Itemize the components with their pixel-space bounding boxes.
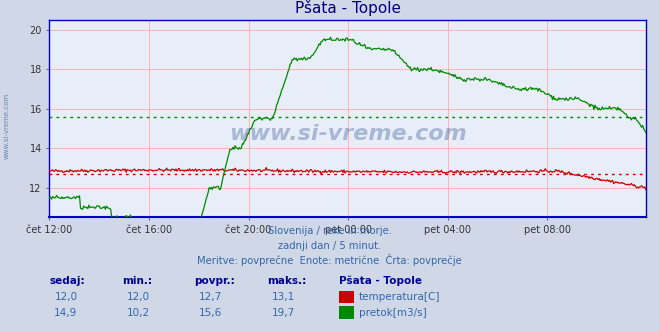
- Text: Slovenija / reke in morje.: Slovenija / reke in morje.: [268, 226, 391, 236]
- Text: 12,7: 12,7: [199, 292, 223, 302]
- Text: 14,9: 14,9: [54, 308, 78, 318]
- Text: 19,7: 19,7: [272, 308, 295, 318]
- Text: sedaj:: sedaj:: [49, 276, 85, 286]
- Text: maks.:: maks.:: [267, 276, 306, 286]
- Text: 13,1: 13,1: [272, 292, 295, 302]
- Text: Meritve: povprečne  Enote: metrične  Črta: povprečje: Meritve: povprečne Enote: metrične Črta:…: [197, 254, 462, 266]
- Text: temperatura[C]: temperatura[C]: [359, 292, 441, 302]
- Text: www.si-vreme.com: www.si-vreme.com: [229, 124, 467, 144]
- Title: Pšata - Topole: Pšata - Topole: [295, 0, 401, 16]
- Text: 12,0: 12,0: [54, 292, 78, 302]
- Text: Pšata - Topole: Pšata - Topole: [339, 275, 422, 286]
- Text: 10,2: 10,2: [127, 308, 150, 318]
- Text: zadnji dan / 5 minut.: zadnji dan / 5 minut.: [278, 241, 381, 251]
- Text: 12,0: 12,0: [127, 292, 150, 302]
- Text: pretok[m3/s]: pretok[m3/s]: [359, 308, 427, 318]
- Text: povpr.:: povpr.:: [194, 276, 235, 286]
- Text: min.:: min.:: [122, 276, 152, 286]
- Text: www.si-vreme.com: www.si-vreme.com: [3, 93, 10, 159]
- Text: 15,6: 15,6: [199, 308, 223, 318]
